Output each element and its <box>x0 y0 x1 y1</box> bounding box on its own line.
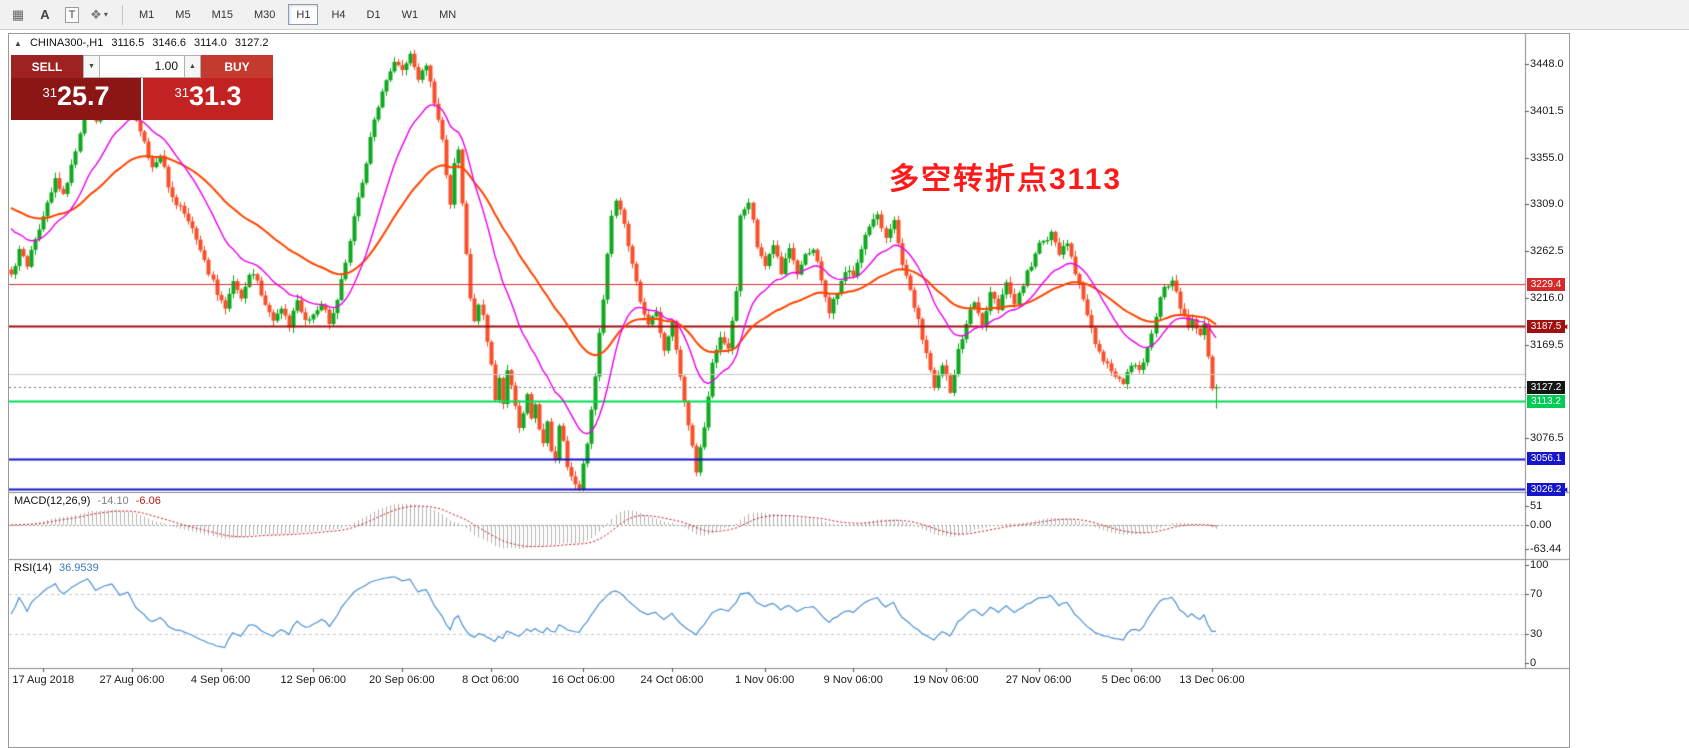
timeframe-d1-button[interactable]: D1 <box>359 4 389 25</box>
price-chart-canvas[interactable] <box>9 34 1569 747</box>
sell-price-prefix: 31 <box>42 85 57 100</box>
time-tick-label: 13 Dec 06:00 <box>1179 674 1245 686</box>
buy-price-big: 31 <box>188 81 219 111</box>
macd-signal-value: -6.06 <box>135 495 161 507</box>
volume-increase-button[interactable]: ▲ <box>184 55 201 78</box>
time-tick-label: 24 Oct 06:00 <box>640 674 704 686</box>
price-line-tag: 3113.2 <box>1527 394 1565 408</box>
price-line-tag: 3056.1 <box>1527 452 1565 466</box>
time-tick-label: 27 Nov 06:00 <box>1005 674 1072 686</box>
label-tool-icon: A <box>40 7 50 22</box>
time-tick-label: 19 Nov 06:00 <box>913 674 979 686</box>
timeframe-h1-button[interactable]: H1 <box>288 4 319 25</box>
macd-axis-label: 0.00 <box>1530 519 1552 531</box>
rsi-axis-label: 30 <box>1530 627 1543 640</box>
pattern-icon: ▦ <box>11 6 25 22</box>
timeframe-m1-button[interactable]: M1 <box>131 4 162 25</box>
macd-axis-label: -63.44 <box>1530 543 1562 556</box>
price-line-tag: 3229.4 <box>1527 277 1565 291</box>
time-tick-label: 5 Dec 06:00 <box>1101 674 1161 686</box>
macd-main-value: -14.10 <box>97 495 129 507</box>
line-endpoint-arrow: ◄ <box>1561 322 1569 332</box>
chevron-down-icon: ▾ <box>103 10 108 19</box>
price-tick-label: 3401.5 <box>1530 104 1564 117</box>
timeframe-m5-button[interactable]: M5 <box>167 4 198 25</box>
buy-price-panel[interactable]: 31 31 .3 <box>143 78 273 120</box>
price-line-tag: 3026.2 <box>1527 482 1565 496</box>
text-tool-button[interactable]: T <box>60 4 84 26</box>
trade-panel-collapse-arrow[interactable]: ▲ <box>14 39 22 48</box>
timeframe-m30-button[interactable]: M30 <box>246 4 283 25</box>
sell-price-pips: .7 <box>86 81 110 111</box>
price-tick-label: 3355.0 <box>1530 151 1564 164</box>
buy-price-pips: .3 <box>218 81 242 111</box>
time-tick-label: 27 Aug 06:00 <box>99 674 165 686</box>
time-tick-label: 20 Sep 06:00 <box>369 674 435 686</box>
rsi-axis-label: 100 <box>1530 559 1549 571</box>
price-tick-label: 3076.5 <box>1530 432 1564 445</box>
timeframe-mn-button[interactable]: MN <box>431 4 464 25</box>
rsi-label: RSI(14) 36.9539 <box>14 562 103 574</box>
one-click-trading-panel: SELL ▼ 1.00 ▲ BUY 31 25 .7 31 31 .3 <box>11 55 273 120</box>
chart-info-line: ▲ CHINA300-,H1 3116.5 3146.6 3114.0 3127… <box>14 37 274 49</box>
timeframe-w1-button[interactable]: W1 <box>394 4 427 25</box>
ohlc-low-value: 3114.0 <box>194 37 227 49</box>
sell-button[interactable]: SELL <box>11 55 83 78</box>
volume-decrease-button[interactable]: ▼ <box>83 55 100 78</box>
style-tool-button[interactable]: ❖ ▾ <box>87 4 111 26</box>
ohlc-open-value: 3116.5 <box>111 37 145 49</box>
time-tick-label: 9 Nov 06:00 <box>823 674 883 686</box>
timeframe-h4-button[interactable]: H4 <box>323 4 353 25</box>
rsi-axis-label: 70 <box>1530 588 1543 601</box>
chart-window: ▲ CHINA300-,H1 3116.5 3146.6 3114.0 3127… <box>8 33 1570 748</box>
macd-label: MACD(12,26,9) -14.10 -6.06 <box>14 495 165 507</box>
price-tick-label: 3448.0 <box>1530 57 1564 70</box>
timeframe-m15-button[interactable]: M15 <box>204 4 241 25</box>
chart-annotation: 多空转折点3113 <box>889 163 1123 196</box>
time-tick-label: 17 Aug 2018 <box>12 674 75 686</box>
toolbar-separator <box>122 4 123 25</box>
buy-button[interactable]: BUY <box>201 55 273 78</box>
price-tick-label: 3262.5 <box>1530 244 1564 257</box>
line-endpoint-arrow: ◄ <box>1561 485 1569 494</box>
time-tick-label: 1 Nov 06:00 <box>734 674 795 686</box>
sell-price-panel[interactable]: 31 25 .7 <box>11 78 141 120</box>
rsi-name: RSI(14) <box>14 562 52 574</box>
ohlc-high-value: 3146.6 <box>152 37 186 49</box>
time-tick-label: 16 Oct 06:00 <box>551 674 615 686</box>
pattern-tool-button[interactable]: ▦ <box>6 4 30 26</box>
time-tick-label: 4 Sep 06:00 <box>190 674 251 686</box>
time-tick-label: 12 Sep 06:00 <box>280 674 346 686</box>
price-line-tag: 3187.5 <box>1527 319 1565 333</box>
symbol-period-label: CHINA300-,H1 <box>29 37 104 49</box>
toolbar: ▦ A T ❖ ▾ M1 M5 M15 M30 H1 H4 D1 W1 MN <box>0 0 1689 30</box>
macd-axis-label: 51 <box>1530 499 1543 512</box>
rsi-value: 36.9539 <box>58 562 99 574</box>
rsi-axis-label: 0 <box>1530 657 1537 669</box>
buy-price-prefix: 31 <box>174 85 189 100</box>
style-tool-icon: ❖ <box>90 6 102 22</box>
label-tool-button[interactable]: A <box>33 4 57 26</box>
price-tick-label: 3309.0 <box>1530 197 1564 210</box>
ohlc-close-value: 3127.2 <box>234 37 269 49</box>
price-line-tag: 3127.2 <box>1527 380 1565 394</box>
price-tick-label: 3216.0 <box>1530 291 1564 304</box>
price-tick-label: 3169.5 <box>1530 338 1564 351</box>
sell-price-big: 25 <box>56 81 87 111</box>
time-tick-label: 8 Oct 06:00 <box>462 674 519 686</box>
text-tool-icon: T <box>64 6 80 23</box>
volume-input[interactable]: 1.00 <box>100 55 184 78</box>
macd-name: MACD(12,26,9) <box>14 495 91 507</box>
